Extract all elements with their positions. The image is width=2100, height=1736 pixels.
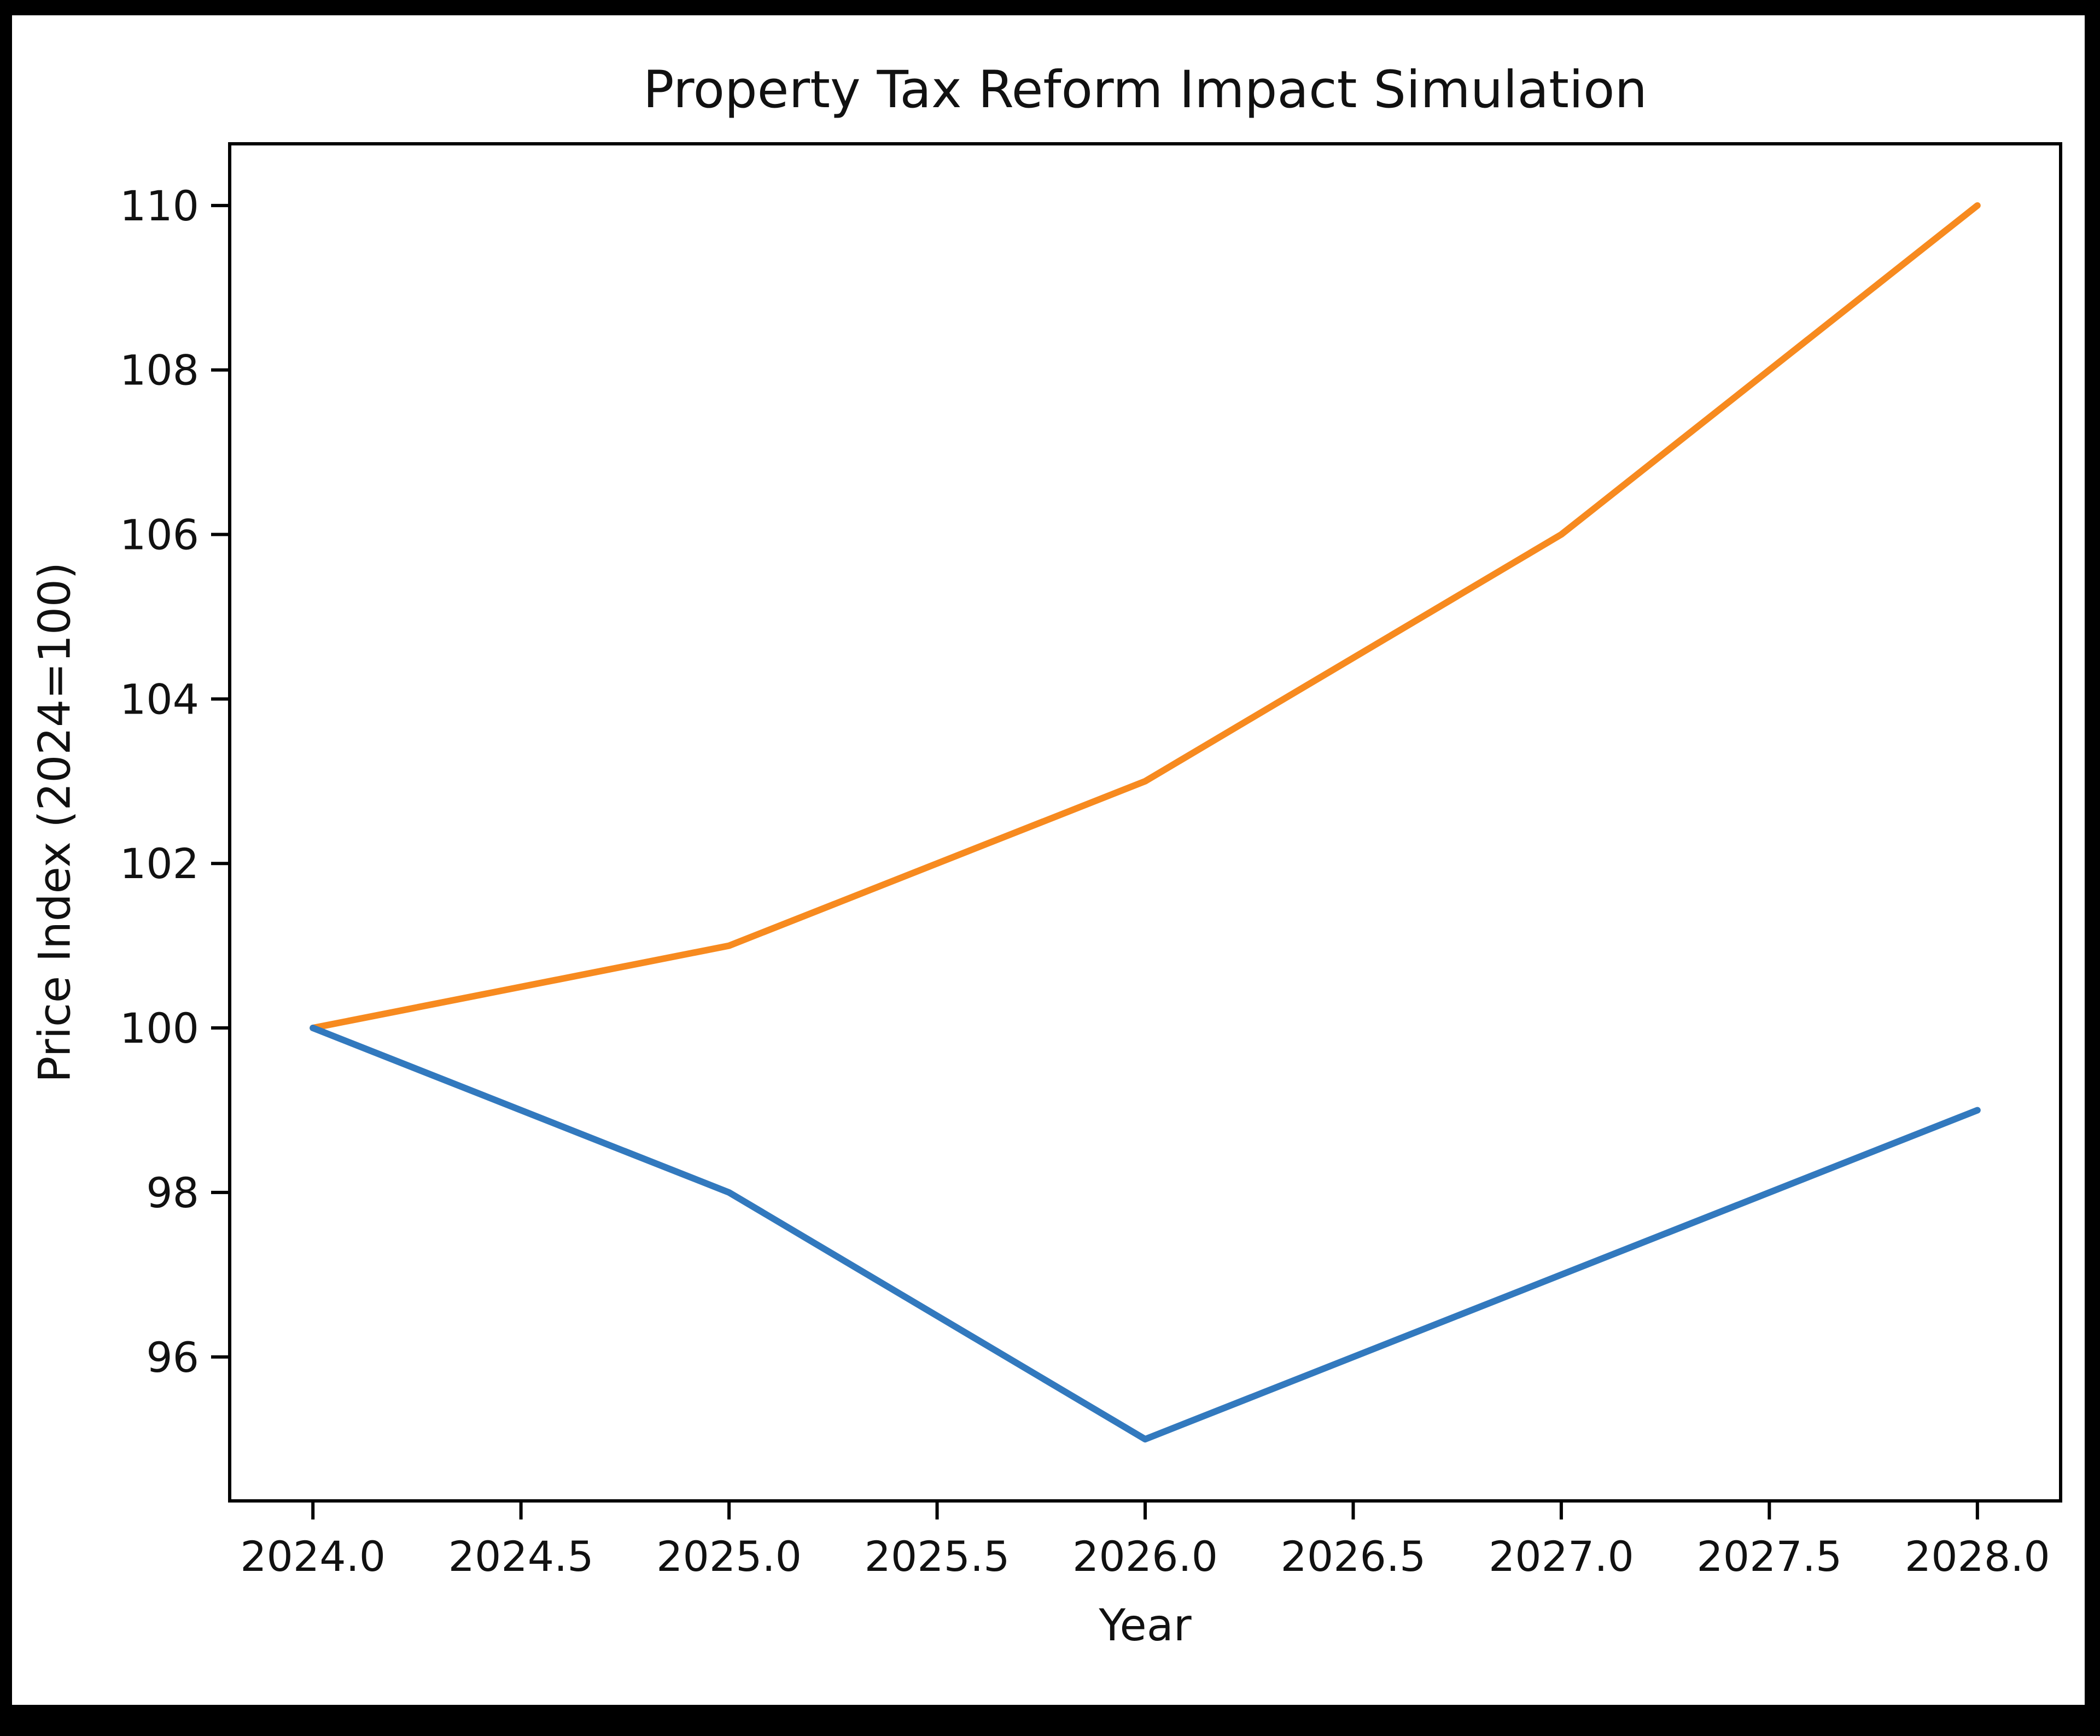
x-axis-label: Year [1099, 1600, 1192, 1651]
x-tick-label: 2025.0 [656, 1532, 802, 1581]
orange-line [310, 202, 1981, 1032]
axes-spines [228, 142, 2062, 1503]
x-tick-label: 2024.0 [240, 1532, 386, 1581]
x-tick-label: 2024.5 [448, 1532, 594, 1581]
chart-title: Property Tax Reform Impact Simulation [643, 60, 1648, 120]
x-tick-label: 2026.5 [1280, 1532, 1426, 1581]
y-tick-label: 106 [120, 511, 199, 559]
blue-line [310, 1025, 1981, 1443]
x-tick-label: 2026.0 [1072, 1532, 1218, 1581]
y-tick-label: 98 [146, 1168, 199, 1217]
y-tick-label: 108 [120, 346, 199, 395]
x-tick-label: 2025.5 [865, 1532, 1010, 1581]
plot-area: 2024.0 2024.5 2025.0 2025.5 2026.0 2026.5 2027… [120, 142, 2062, 1581]
y-tick-label: 110 [120, 182, 199, 230]
x-tick-label: 2027.0 [1489, 1532, 1634, 1581]
y-tick-label: 100 [120, 1004, 199, 1053]
x-tick-label: 2028.0 [1905, 1532, 2050, 1581]
y-tick-label: 104 [120, 675, 199, 723]
figure-canvas: Property Tax Reform Impact Simulation Pr… [12, 15, 2085, 1705]
y-tick-label: 96 [146, 1333, 199, 1382]
y-tick-label: 102 [120, 839, 199, 888]
x-tick-label: 2027.5 [1696, 1532, 1842, 1581]
